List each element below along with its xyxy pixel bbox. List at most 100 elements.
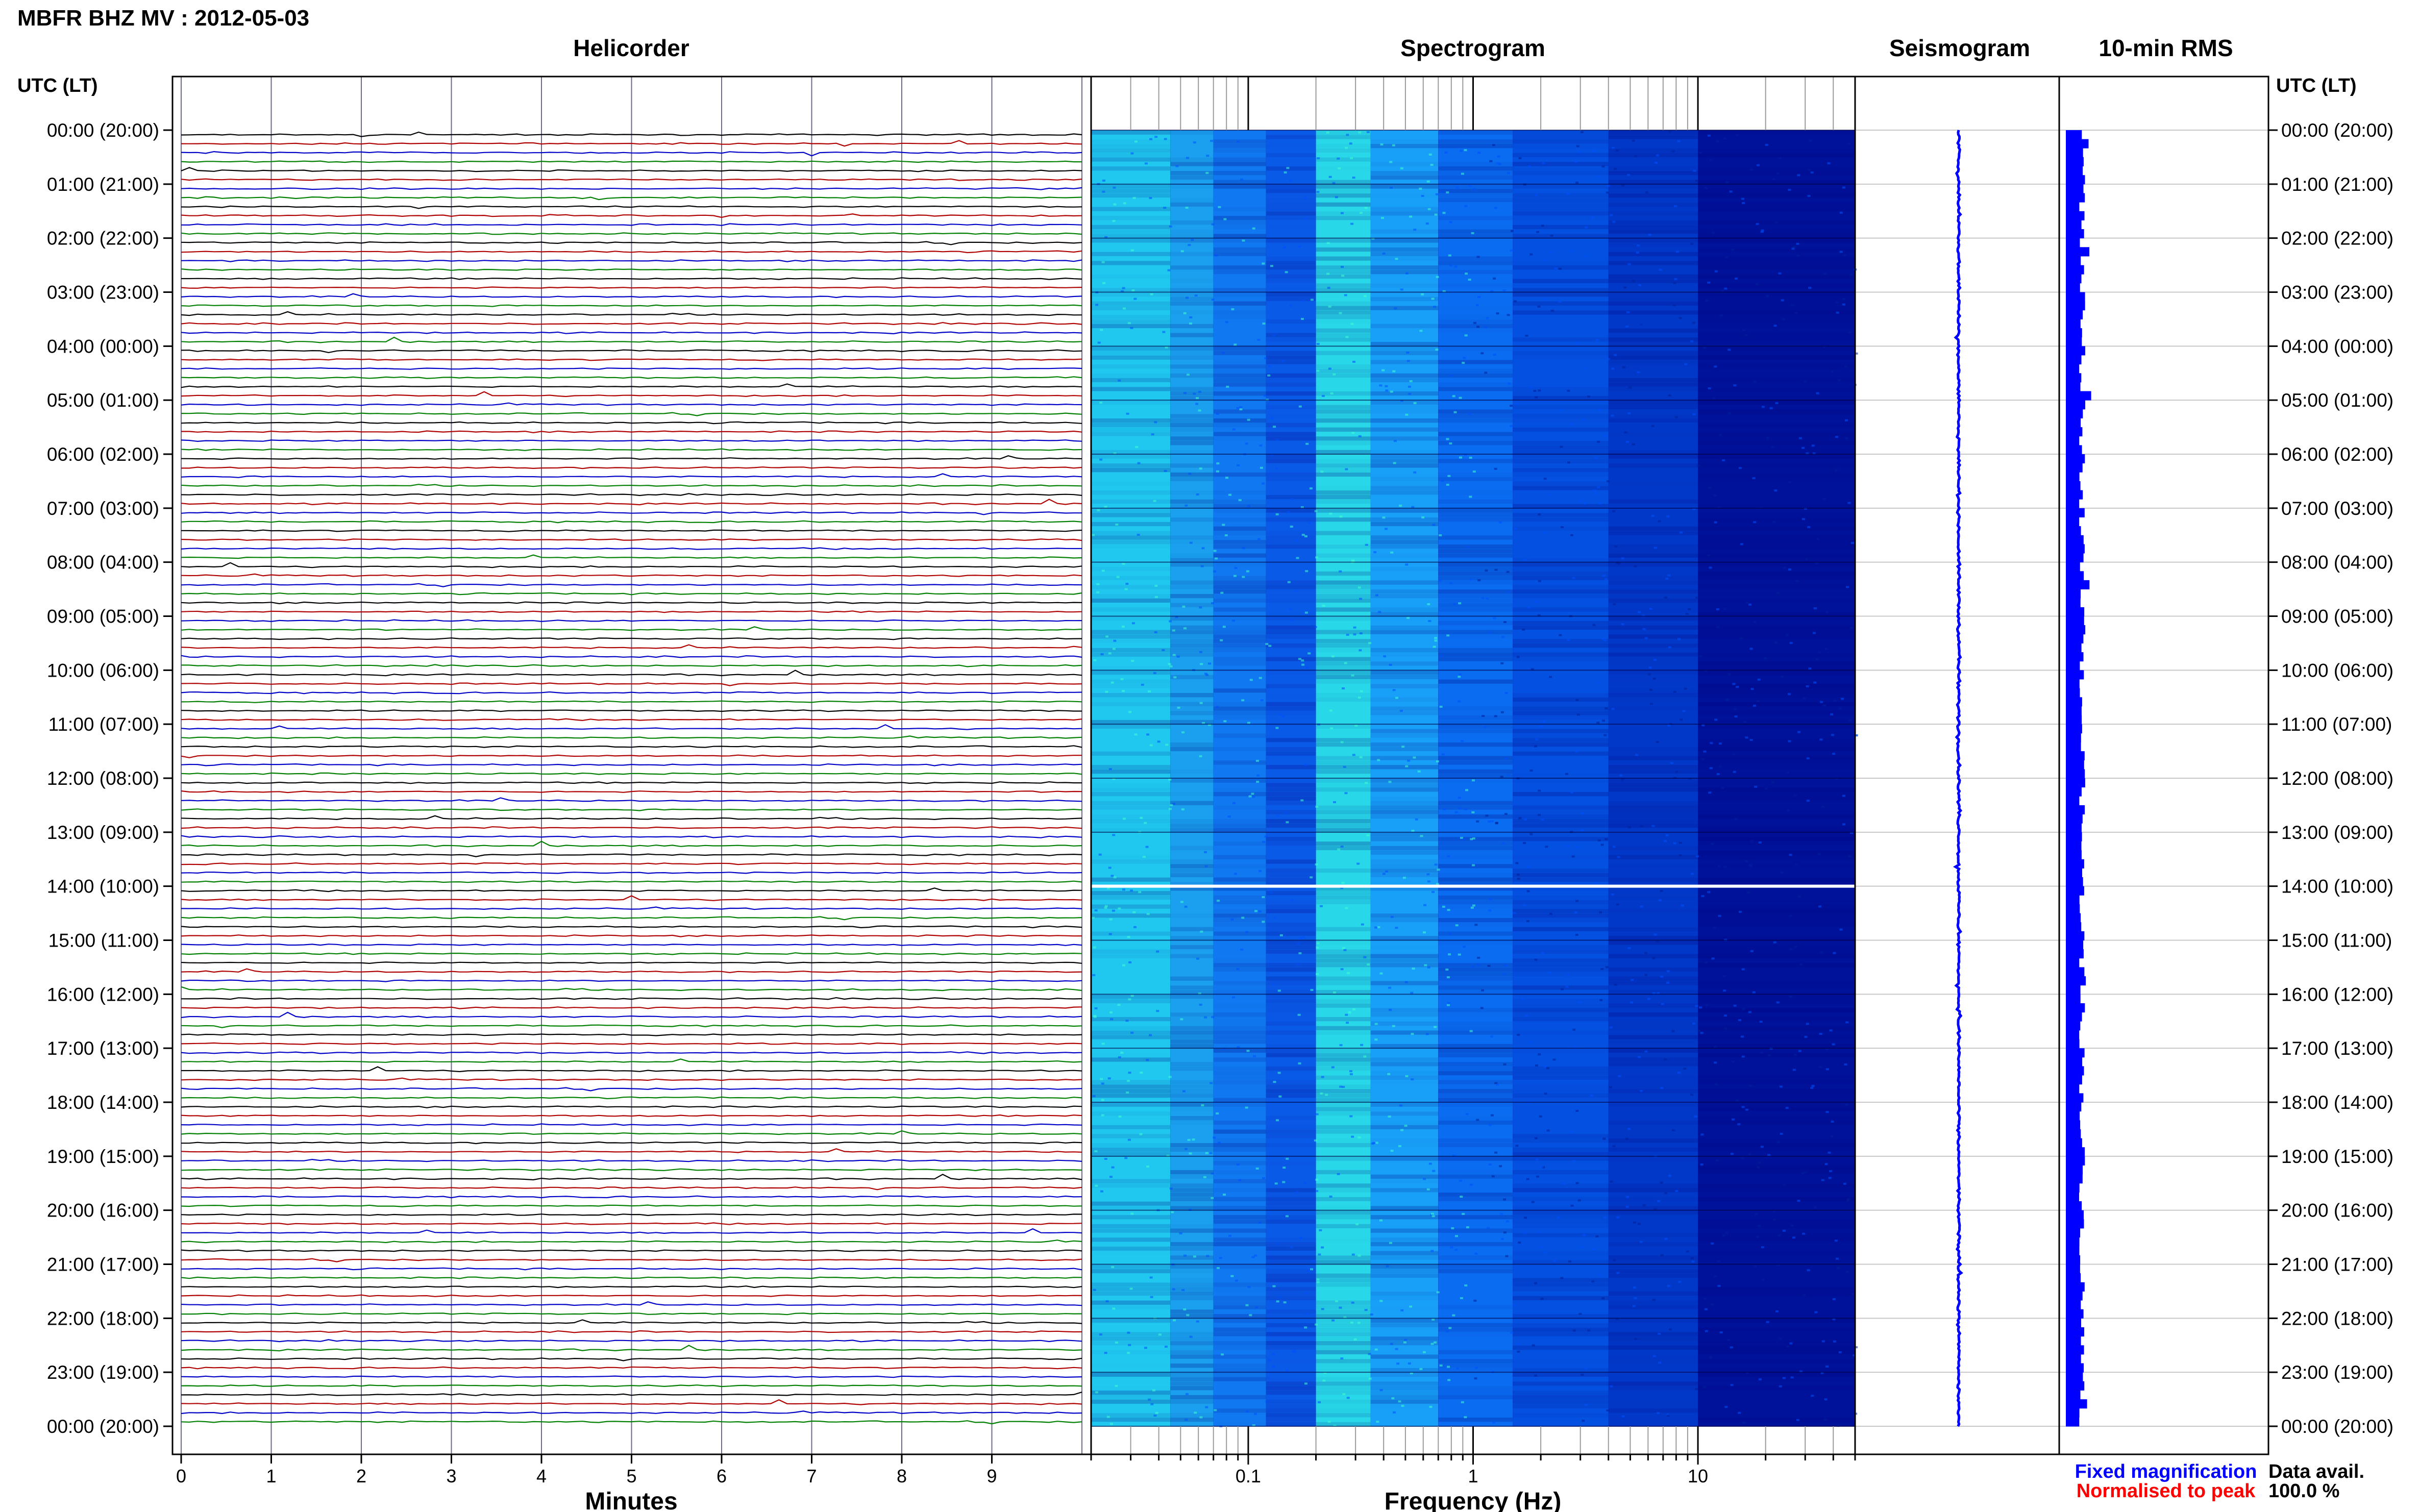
- spectrogram-speckle: [1757, 1225, 1761, 1227]
- spectrogram-cell: [1370, 782, 1439, 788]
- spectrogram-cell: [1213, 359, 1266, 365]
- spectrogram-speckle: [1490, 820, 1494, 823]
- spectrogram-cell: [1608, 994, 1698, 999]
- spectrogram-cell: [1316, 166, 1371, 171]
- spectrogram-cell: [1213, 665, 1266, 671]
- spectrogram-cell: [1213, 760, 1266, 765]
- spectrogram-cell: [1608, 283, 1698, 288]
- spectrogram-cell: [1213, 485, 1266, 491]
- spectrogram-cell: [1608, 737, 1698, 742]
- spectrogram-speckle: [1223, 218, 1227, 220]
- spectrogram-cell: [1370, 1331, 1439, 1337]
- spectrogram-cell: [1438, 134, 1513, 140]
- spectrogram-speckle: [1122, 888, 1125, 891]
- spectrogram-cell: [1266, 332, 1316, 338]
- spectrogram-cell: [1608, 688, 1698, 693]
- spectrogram-cell: [1213, 598, 1266, 603]
- spectrogram-cell: [1370, 1174, 1439, 1179]
- spectrogram-cell: [1438, 841, 1513, 846]
- spectrogram-speckle: [1465, 272, 1468, 275]
- spectrogram-cell: [1266, 846, 1316, 851]
- spectrogram-speckle: [1688, 778, 1692, 780]
- spectrogram-speckle: [1247, 722, 1250, 724]
- spectrogram-cell: [1698, 1129, 1855, 1134]
- spectrogram-speckle: [1494, 1082, 1498, 1084]
- spectrogram-cell: [1091, 989, 1171, 995]
- spectrogram-speckle: [1628, 386, 1632, 389]
- spectrogram-speckle: [1255, 760, 1259, 762]
- spectrogram-cell: [1608, 324, 1698, 329]
- spectrogram-speckle: [1237, 1046, 1240, 1048]
- spectrogram-cell: [1316, 1017, 1371, 1022]
- spectrogram-speckle: [1716, 626, 1719, 628]
- spectrogram-cell: [1213, 962, 1266, 968]
- spectrogram-cell: [1698, 413, 1855, 418]
- spectrogram-cell: [1091, 819, 1171, 824]
- spectrogram-cell: [1316, 1210, 1371, 1216]
- spectrogram-speckle: [1290, 526, 1293, 528]
- spectrogram-speckle: [1576, 145, 1579, 147]
- spectrogram-cell: [1370, 1147, 1439, 1152]
- spectrogram-cell: [1170, 202, 1214, 207]
- spectrogram-speckle: [1464, 149, 1467, 152]
- spectrogram-cell: [1698, 976, 1855, 981]
- spectrogram-cell: [1170, 1214, 1214, 1220]
- spectrogram-cell: [1091, 832, 1171, 837]
- spectrogram-cell: [1213, 1071, 1266, 1076]
- spectrogram-cell: [1370, 1282, 1439, 1287]
- spectrogram-speckle: [1262, 840, 1266, 843]
- spectrogram-speckle: [1576, 846, 1579, 849]
- spectrogram-speckle: [1832, 1318, 1836, 1321]
- spectrogram-cell: [1316, 850, 1371, 855]
- spectrogram-cell: [1316, 463, 1371, 468]
- spectrogram-speckle: [1727, 412, 1731, 414]
- spectrogram-speckle: [1660, 890, 1663, 892]
- spectrogram-cell: [1091, 508, 1171, 513]
- spectrogram-speckle: [1124, 1157, 1128, 1159]
- spectrogram-speckle: [1267, 374, 1271, 377]
- spectrogram-cell: [1698, 1300, 1855, 1305]
- spectrogram-cell: [1266, 1341, 1316, 1346]
- spectrogram-speckle: [1381, 369, 1385, 371]
- spectrogram-speckle: [1447, 1002, 1450, 1004]
- spectrogram-cell: [1316, 499, 1371, 504]
- spectrogram-cell: [1266, 675, 1316, 680]
- spectrogram-speckle: [1487, 964, 1491, 967]
- spectrogram-cell: [1370, 351, 1439, 356]
- spectrogram-cell: [1608, 170, 1698, 176]
- spectrogram-speckle: [1761, 406, 1765, 408]
- spectrogram-cell: [1608, 999, 1698, 1004]
- helicorder-trace: [181, 466, 1082, 469]
- spectrogram-cell: [1370, 229, 1439, 234]
- spectrogram-speckle: [1441, 190, 1444, 193]
- spectrogram-cell: [1370, 512, 1439, 518]
- spectrogram-cell: [1091, 1358, 1171, 1364]
- spectrogram-cell: [1170, 1106, 1214, 1112]
- spectrogram-cell: [1698, 1237, 1855, 1242]
- spectrogram-speckle: [1287, 581, 1291, 583]
- spectrogram-speckle: [1466, 1226, 1469, 1229]
- spectrogram-speckle: [1534, 1374, 1538, 1377]
- spectrogram-speckle: [1644, 637, 1648, 639]
- spectrogram-cell: [1316, 1093, 1371, 1098]
- spectrogram-speckle: [1625, 440, 1629, 443]
- spectrogram-speckle: [1407, 759, 1411, 762]
- spectrogram-speckle: [1218, 1142, 1221, 1144]
- spectrogram-cell: [1438, 1165, 1513, 1170]
- spectrogram-cell: [1513, 1372, 1609, 1377]
- spectrogram-cell: [1213, 477, 1266, 482]
- spectrogram-speckle: [1673, 282, 1676, 284]
- spectrogram-cell: [1438, 1120, 1513, 1125]
- spectrogram-cell: [1091, 427, 1171, 432]
- spectrogram-speckle: [1666, 970, 1670, 973]
- spectrogram-cell: [1438, 386, 1513, 392]
- spectrogram-speckle: [1193, 1255, 1196, 1258]
- spectrogram-cell: [1170, 1399, 1214, 1404]
- spectrogram-cell: [1608, 760, 1698, 765]
- spectrogram-cell: [1170, 778, 1214, 783]
- spectrogram-cell: [1698, 724, 1855, 729]
- spectrogram-speckle: [1365, 543, 1368, 546]
- spectrogram-cell: [1266, 890, 1316, 896]
- spectrogram-cell: [1316, 1273, 1371, 1278]
- spectrogram-cell: [1213, 1327, 1266, 1332]
